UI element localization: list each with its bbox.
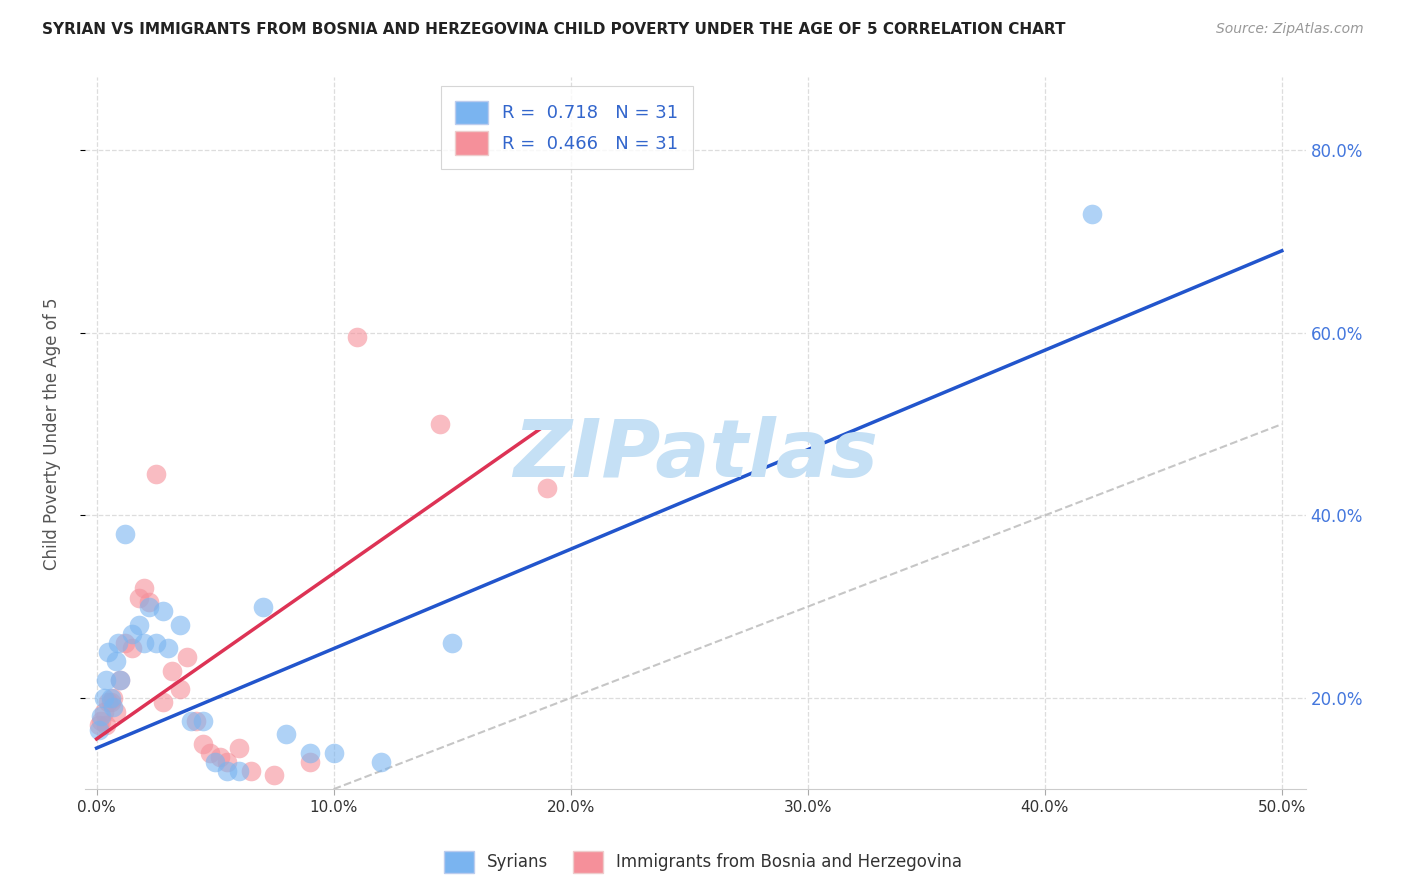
Point bbox=[97, 645, 120, 659]
Point bbox=[145, 636, 167, 650]
Point bbox=[87, 723, 110, 737]
Text: SYRIAN VS IMMIGRANTS FROM BOSNIA AND HERZEGOVINA CHILD POVERTY UNDER THE AGE OF : SYRIAN VS IMMIGRANTS FROM BOSNIA AND HER… bbox=[42, 22, 1066, 37]
Point bbox=[132, 582, 155, 596]
Point bbox=[114, 526, 136, 541]
Point bbox=[429, 417, 451, 432]
Point bbox=[276, 727, 298, 741]
Point bbox=[200, 746, 222, 760]
Point bbox=[121, 640, 143, 655]
Point bbox=[100, 690, 122, 705]
Point bbox=[193, 714, 215, 728]
Point bbox=[121, 627, 143, 641]
Point bbox=[128, 591, 150, 605]
Point bbox=[193, 737, 215, 751]
Point bbox=[298, 746, 321, 760]
Point bbox=[94, 673, 117, 687]
Point bbox=[176, 649, 198, 664]
Point bbox=[228, 741, 250, 756]
Point bbox=[441, 636, 464, 650]
Point bbox=[263, 768, 285, 782]
Point bbox=[370, 755, 392, 769]
Point bbox=[252, 599, 274, 614]
Point bbox=[346, 330, 368, 344]
Point bbox=[93, 705, 115, 719]
Point bbox=[101, 690, 124, 705]
Point bbox=[97, 696, 120, 710]
Point bbox=[114, 636, 136, 650]
Point bbox=[152, 696, 174, 710]
Point bbox=[162, 664, 184, 678]
Point bbox=[110, 673, 132, 687]
Point bbox=[180, 714, 202, 728]
Point bbox=[110, 673, 132, 687]
Point bbox=[104, 654, 127, 668]
Point bbox=[90, 709, 112, 723]
Point bbox=[145, 467, 167, 482]
Point bbox=[186, 714, 208, 728]
Point bbox=[169, 618, 191, 632]
Text: ZIPatlas: ZIPatlas bbox=[513, 416, 877, 493]
Point bbox=[169, 681, 191, 696]
Point bbox=[215, 755, 238, 769]
Point bbox=[228, 764, 250, 778]
Point bbox=[138, 599, 160, 614]
Point bbox=[104, 705, 127, 719]
Point bbox=[138, 595, 160, 609]
Point bbox=[239, 764, 262, 778]
Point bbox=[93, 690, 115, 705]
Legend: R =  0.718   N = 31, R =  0.466   N = 31: R = 0.718 N = 31, R = 0.466 N = 31 bbox=[441, 87, 693, 169]
Point bbox=[132, 636, 155, 650]
Point bbox=[156, 640, 179, 655]
Point bbox=[536, 481, 558, 495]
Point bbox=[100, 696, 122, 710]
Point bbox=[101, 700, 124, 714]
Text: Source: ZipAtlas.com: Source: ZipAtlas.com bbox=[1216, 22, 1364, 37]
Legend: Syrians, Immigrants from Bosnia and Herzegovina: Syrians, Immigrants from Bosnia and Herz… bbox=[437, 845, 969, 880]
Point bbox=[128, 618, 150, 632]
Point bbox=[87, 718, 110, 732]
Point bbox=[215, 764, 238, 778]
Point bbox=[107, 636, 129, 650]
Point bbox=[322, 746, 344, 760]
Point bbox=[1081, 207, 1104, 221]
Point bbox=[152, 604, 174, 618]
Point bbox=[94, 718, 117, 732]
Point bbox=[208, 750, 231, 764]
Point bbox=[298, 755, 321, 769]
Y-axis label: Child Poverty Under the Age of 5: Child Poverty Under the Age of 5 bbox=[44, 297, 60, 569]
Point bbox=[204, 755, 226, 769]
Point bbox=[90, 714, 112, 728]
